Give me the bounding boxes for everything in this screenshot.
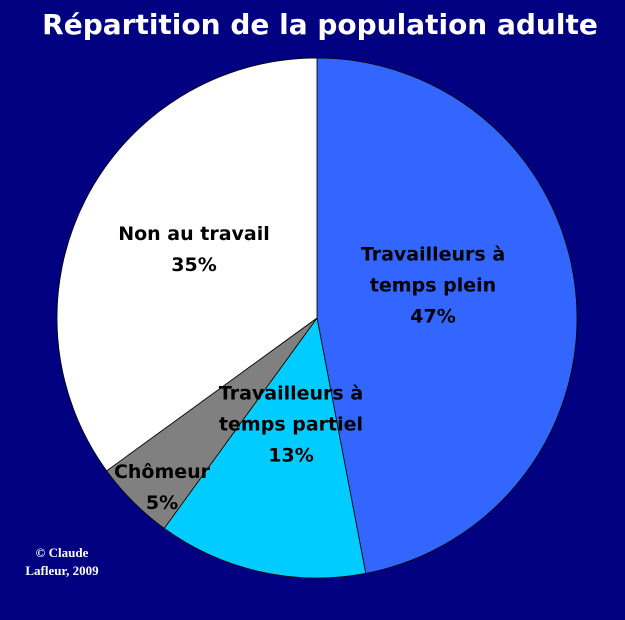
credit-line: © Claude (35, 545, 89, 560)
category-label: Non au travail (118, 223, 270, 245)
chart-title: Répartition de la population adulte (42, 8, 598, 41)
pie-slice (56, 57, 318, 472)
pie-slice (163, 317, 367, 579)
value-label: 47% (410, 305, 456, 328)
slice-label: Travailleurs à temps plein 47% (338, 240, 528, 333)
value-label: 5% (145, 492, 179, 514)
slice-label: Non au travail 35% (94, 219, 294, 281)
category-label: Chômeur (113, 461, 211, 483)
pie-slice (316, 57, 578, 574)
slice-label: Chômeur 5% (102, 457, 222, 519)
value-label: 13% (268, 444, 314, 467)
credit: © Claude Lafleur, 2009 (12, 544, 112, 580)
credit-line: Lafleur, 2009 (25, 563, 99, 578)
slice-label: Travailleurs à temps partiel 13% (196, 379, 386, 472)
category-label: Travailleurs à temps partiel (218, 382, 364, 436)
value-label: 35% (171, 254, 217, 276)
category-label: Travailleurs à temps plein (360, 243, 506, 297)
